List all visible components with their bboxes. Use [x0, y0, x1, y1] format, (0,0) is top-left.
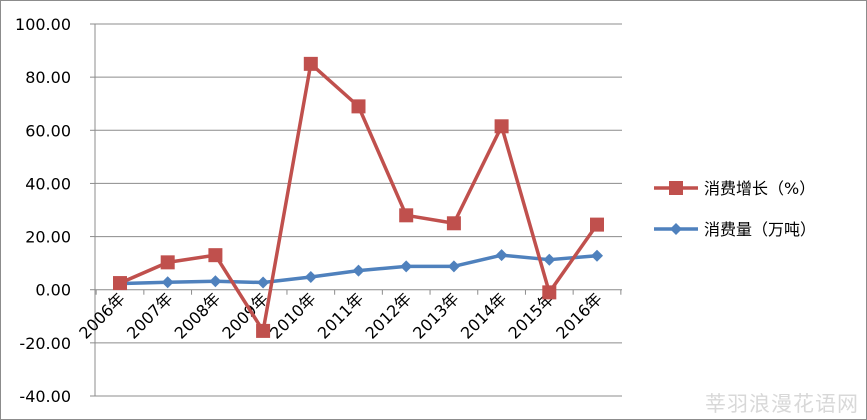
data-point — [400, 260, 413, 273]
x-tick-label: 2010年 — [266, 289, 320, 343]
data-point — [447, 260, 460, 273]
x-tick-label: 2016年 — [552, 289, 606, 343]
data-point — [113, 276, 127, 291]
data-point — [257, 276, 270, 289]
y-tick-label: 80.00 — [25, 68, 71, 87]
data-point — [590, 217, 604, 232]
y-tick-label: 20.00 — [25, 228, 71, 247]
x-tick-label: 2006年 — [75, 289, 129, 343]
data-point — [542, 285, 557, 300]
y-axis: 100.00 80.00 60.00 40.00 20.00 0.00 -20.00 -40.… — [15, 15, 96, 406]
legend-label: 消费增长（%） — [704, 179, 815, 198]
data-point — [543, 253, 556, 266]
x-tick-label: 2013年 — [409, 289, 463, 343]
x-tick-label: 2008年 — [171, 289, 225, 343]
data-point — [591, 249, 603, 262]
x-tick-label: 2014年 — [457, 289, 511, 343]
gridlines — [95, 23, 622, 397]
y-tick-label: -40.00 — [19, 387, 71, 406]
y-tick-label: 0.00 — [35, 281, 71, 300]
data-point — [399, 208, 414, 223]
x-axis: 2006年2007年2008年2009年2010年2011年2012年2013年… — [75, 289, 622, 343]
y-tick-label: 40.00 — [25, 174, 71, 193]
data-point — [161, 276, 174, 289]
data-point — [494, 119, 509, 134]
legend: 消费增长（%） 消费量（万吨） — [654, 179, 816, 239]
data-point — [304, 270, 317, 283]
x-tick-label: 2007年 — [123, 289, 177, 343]
data-point — [160, 255, 175, 270]
data-point — [256, 323, 271, 338]
y-tick-label: 100.00 — [15, 15, 71, 34]
data-point — [209, 275, 222, 288]
y-tick-label: -20.00 — [19, 334, 71, 353]
legend-label: 消费量（万吨） — [704, 220, 816, 239]
legend-marker — [669, 181, 683, 195]
data-point — [351, 99, 366, 114]
data-point — [495, 249, 508, 262]
x-tick-label: 2012年 — [361, 289, 415, 343]
watermark: 莘羽浪漫花语网 — [705, 392, 859, 416]
data-point — [208, 248, 223, 263]
data-point — [303, 56, 318, 71]
y-tick-label: 60.00 — [25, 121, 71, 140]
data-point — [352, 264, 365, 277]
data-point — [446, 216, 461, 231]
series-group — [113, 56, 604, 338]
x-tick-label: 2011年 — [314, 289, 368, 343]
legend-marker — [670, 223, 682, 235]
